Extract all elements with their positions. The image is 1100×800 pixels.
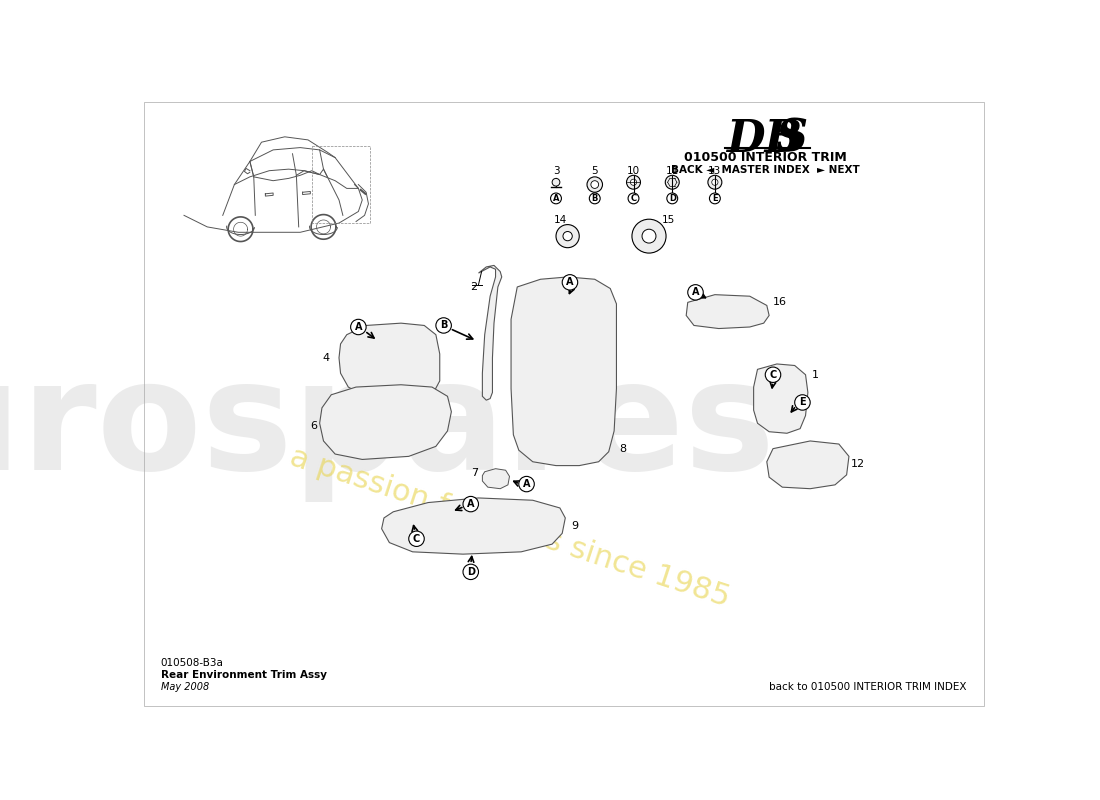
Circle shape (708, 175, 722, 189)
Text: C: C (412, 534, 420, 544)
Circle shape (436, 318, 451, 333)
Text: BACK ◄  MASTER INDEX  ► NEXT: BACK ◄ MASTER INDEX ► NEXT (671, 166, 859, 175)
Circle shape (627, 175, 640, 189)
Circle shape (591, 181, 598, 188)
Text: DB: DB (726, 118, 803, 161)
Text: 010500 INTERIOR TRIM: 010500 INTERIOR TRIM (684, 151, 847, 165)
Text: 010508-B3a: 010508-B3a (161, 658, 223, 668)
Circle shape (666, 175, 679, 189)
Text: A: A (354, 322, 362, 332)
Circle shape (712, 179, 718, 186)
Polygon shape (686, 294, 769, 329)
Text: E: E (799, 398, 806, 407)
Text: A: A (522, 479, 530, 489)
Text: 4: 4 (322, 353, 330, 363)
Circle shape (351, 319, 366, 334)
Circle shape (587, 177, 603, 192)
Text: 8: 8 (619, 444, 627, 454)
Circle shape (631, 219, 666, 253)
Text: 12: 12 (850, 459, 865, 469)
Circle shape (628, 193, 639, 204)
Circle shape (409, 531, 425, 546)
Circle shape (794, 394, 811, 410)
Circle shape (710, 193, 720, 204)
Circle shape (630, 179, 637, 186)
Circle shape (562, 274, 578, 290)
Text: 9: 9 (572, 521, 579, 530)
Polygon shape (754, 364, 807, 434)
Text: S: S (776, 118, 807, 161)
Text: 7: 7 (472, 468, 478, 478)
Text: C: C (769, 370, 777, 380)
Text: A: A (566, 278, 574, 287)
Polygon shape (483, 469, 509, 489)
Text: C: C (630, 194, 637, 203)
Text: back to 010500 INTERIOR TRIM INDEX: back to 010500 INTERIOR TRIM INDEX (769, 682, 967, 693)
Text: 14: 14 (553, 215, 566, 226)
Polygon shape (767, 441, 849, 489)
Text: 11: 11 (666, 166, 679, 176)
Text: 10: 10 (627, 166, 640, 176)
Text: A: A (692, 287, 700, 298)
Text: A: A (552, 194, 559, 203)
Circle shape (688, 285, 703, 300)
Text: B: B (592, 194, 598, 203)
Text: 13: 13 (708, 166, 722, 176)
Text: 3: 3 (552, 166, 559, 176)
Circle shape (463, 564, 478, 579)
Polygon shape (320, 385, 451, 459)
Bar (312, 146, 370, 223)
Text: B: B (440, 321, 448, 330)
Circle shape (551, 193, 561, 204)
Text: May 2008: May 2008 (161, 682, 209, 693)
Text: D: D (669, 194, 675, 203)
Text: 15: 15 (662, 215, 675, 226)
Polygon shape (339, 323, 440, 400)
Circle shape (552, 178, 560, 186)
Text: D: D (466, 567, 475, 577)
Polygon shape (478, 266, 502, 400)
Polygon shape (382, 498, 565, 554)
Circle shape (667, 193, 678, 204)
Text: A: A (468, 499, 474, 509)
Text: 6: 6 (310, 421, 317, 430)
Text: eurospares: eurospares (0, 353, 776, 502)
Text: a passion for parts since 1985: a passion for parts since 1985 (286, 442, 734, 612)
Text: 2: 2 (470, 282, 477, 292)
Circle shape (590, 193, 601, 204)
Circle shape (463, 496, 478, 512)
Circle shape (556, 225, 580, 248)
Polygon shape (512, 277, 616, 466)
Circle shape (642, 230, 656, 243)
Text: 16: 16 (773, 298, 786, 307)
Circle shape (766, 367, 781, 382)
Text: E: E (712, 194, 717, 203)
Text: 5: 5 (592, 166, 598, 176)
Circle shape (563, 231, 572, 241)
Circle shape (519, 476, 535, 492)
Text: 1: 1 (812, 370, 818, 380)
Text: Rear Environment Trim Assy: Rear Environment Trim Assy (161, 670, 327, 680)
